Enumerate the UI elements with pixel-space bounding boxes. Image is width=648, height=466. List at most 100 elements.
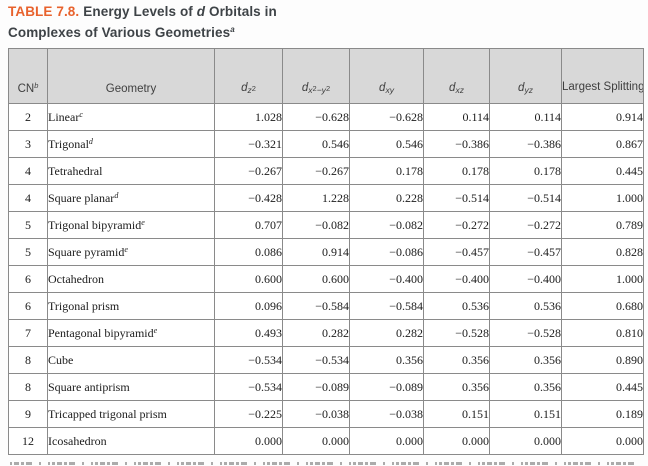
table-number: TABLE 7.8. — [8, 4, 80, 19]
cell-dxy: −0.400 — [349, 265, 424, 293]
cell-dxy: 0.546 — [349, 130, 424, 158]
cell-dz2: 0.086 — [214, 238, 283, 266]
cell-dxy: −0.628 — [349, 103, 424, 131]
cell-geometry: Icosahedron — [47, 427, 215, 455]
cell-dxz: −0.386 — [423, 130, 490, 158]
cell-dxz: −0.514 — [423, 184, 490, 212]
cell-dx2y2: 0.546 — [282, 130, 350, 158]
cell-largest-splitting: 0.914 — [561, 103, 644, 131]
cell-dx2y2: 1.228 — [282, 184, 350, 212]
table-body: 2 Linearc 1.028 −0.628 −0.628 0.114 0.11… — [8, 103, 644, 455]
cell-dxz: 0.151 — [423, 400, 490, 428]
table-row: 4 Tetrahedral −0.267 −0.267 0.178 0.178 … — [8, 157, 644, 185]
cell-coordination-number: 7 — [8, 319, 48, 347]
col-header-dxy: dxy — [349, 48, 424, 104]
cell-dx2y2: −0.082 — [282, 211, 350, 239]
cell-geometry: Tetrahedral — [47, 157, 215, 185]
cell-dxz: −0.528 — [423, 319, 490, 347]
cell-geometry: Linearc — [47, 103, 215, 131]
cell-dx2y2: −0.038 — [282, 400, 350, 428]
cell-dxz: 0.356 — [423, 373, 490, 401]
cell-dxz: 0.536 — [423, 292, 490, 320]
table-row: 5 Square pyramide 0.086 0.914 −0.086 −0.… — [8, 238, 644, 266]
table-row: 8 Square antiprism −0.534 −0.089 −0.089 … — [8, 373, 644, 401]
cell-coordination-number: 4 — [8, 157, 48, 185]
footnote-text-cutoff — [10, 462, 638, 465]
table-title: TABLE 7.8. Energy Levels of d Orbitals in… — [8, 3, 428, 41]
cell-geometry: Trigonald — [47, 130, 215, 158]
cell-dz2: −0.534 — [214, 373, 283, 401]
cell-dxz: −0.400 — [423, 265, 490, 293]
table-row: 5 Trigonal bipyramide 0.707 −0.082 −0.08… — [8, 211, 644, 239]
header-row: CNb Geometry dz2 dx2−y2 dxy dxz dyz Larg… — [8, 48, 644, 104]
cell-dyz: −0.386 — [489, 130, 562, 158]
cell-dxy: −0.038 — [349, 400, 424, 428]
cell-dxz: −0.272 — [423, 211, 490, 239]
cell-dyz: 0.000 — [489, 427, 562, 455]
title-line1: Energy Levels of d Orbitals in — [83, 4, 277, 19]
cell-dz2: 0.600 — [214, 265, 283, 293]
cell-largest-splitting: 0.789 — [561, 211, 644, 239]
cell-largest-splitting: 0.445 — [561, 157, 644, 185]
cell-largest-splitting: 0.445 — [561, 373, 644, 401]
cell-dz2: −0.534 — [214, 346, 283, 374]
cell-dz2: −0.428 — [214, 184, 283, 212]
table-row: 7 Pentagonal bipyramide 0.493 0.282 0.28… — [8, 319, 644, 347]
cell-largest-splitting: 0.000 — [561, 427, 644, 455]
cell-dxz: 0.178 — [423, 157, 490, 185]
cell-geometry: Tricapped trigonal prism — [47, 400, 215, 428]
cell-dyz: 0.178 — [489, 157, 562, 185]
cell-dxy: 0.282 — [349, 319, 424, 347]
cell-dx2y2: 0.600 — [282, 265, 350, 293]
cell-dxz: −0.457 — [423, 238, 490, 266]
cell-dxz: 0.356 — [423, 346, 490, 374]
cell-coordination-number: 4 — [8, 184, 48, 212]
cell-dx2y2: −0.628 — [282, 103, 350, 131]
title-line2: Complexes of Various Geometriesa — [8, 24, 235, 40]
col-header-dxz: dxz — [423, 48, 490, 104]
cell-geometry: Trigonal prism — [47, 292, 215, 320]
cell-largest-splitting: 1.000 — [561, 265, 644, 293]
cell-largest-splitting: 1.000 — [561, 184, 644, 212]
cell-dxy: 0.356 — [349, 346, 424, 374]
table-row: 4 Square planard −0.428 1.228 0.228 −0.5… — [8, 184, 644, 212]
cell-dz2: 0.000 — [214, 427, 283, 455]
cell-largest-splitting: 0.890 — [561, 346, 644, 374]
cell-dx2y2: 0.282 — [282, 319, 350, 347]
cell-dyz: 0.356 — [489, 346, 562, 374]
cell-dxy: −0.089 — [349, 373, 424, 401]
cell-dz2: 0.707 — [214, 211, 283, 239]
cell-dx2y2: 0.000 — [282, 427, 350, 455]
cell-coordination-number: 8 — [8, 346, 48, 374]
cell-dyz: −0.400 — [489, 265, 562, 293]
cell-coordination-number: 3 — [8, 130, 48, 158]
cell-largest-splitting: 0.828 — [561, 238, 644, 266]
cell-dxy: −0.584 — [349, 292, 424, 320]
col-header-largest-splitting: Largest Splitting — [561, 48, 644, 104]
cell-dz2: 0.096 — [214, 292, 283, 320]
cell-dxy: 0.178 — [349, 157, 424, 185]
cell-coordination-number: 6 — [8, 265, 48, 293]
cell-dyz: 0.151 — [489, 400, 562, 428]
table-row: 6 Trigonal prism 0.096 −0.584 −0.584 0.5… — [8, 292, 644, 320]
cell-dz2: −0.267 — [214, 157, 283, 185]
cell-geometry: Pentagonal bipyramide — [47, 319, 215, 347]
cell-geometry: Octahedron — [47, 265, 215, 293]
cell-geometry: Cube — [47, 346, 215, 374]
cell-geometry: Trigonal bipyramide — [47, 211, 215, 239]
cell-dxy: −0.082 — [349, 211, 424, 239]
col-header-dyz: dyz — [489, 48, 562, 104]
cell-dyz: 0.356 — [489, 373, 562, 401]
table-row: 3 Trigonald −0.321 0.546 0.546 −0.386 −0… — [8, 130, 644, 158]
cell-dz2: 0.493 — [214, 319, 283, 347]
cell-largest-splitting: 0.867 — [561, 130, 644, 158]
cell-dyz: 0.536 — [489, 292, 562, 320]
cell-geometry: Square antiprism — [47, 373, 215, 401]
cell-dxz: 0.114 — [423, 103, 490, 131]
cell-coordination-number: 2 — [8, 103, 48, 131]
cell-dz2: −0.321 — [214, 130, 283, 158]
cell-largest-splitting: 0.680 — [561, 292, 644, 320]
cell-dxy: −0.086 — [349, 238, 424, 266]
col-header-cn: CNb — [8, 48, 48, 104]
